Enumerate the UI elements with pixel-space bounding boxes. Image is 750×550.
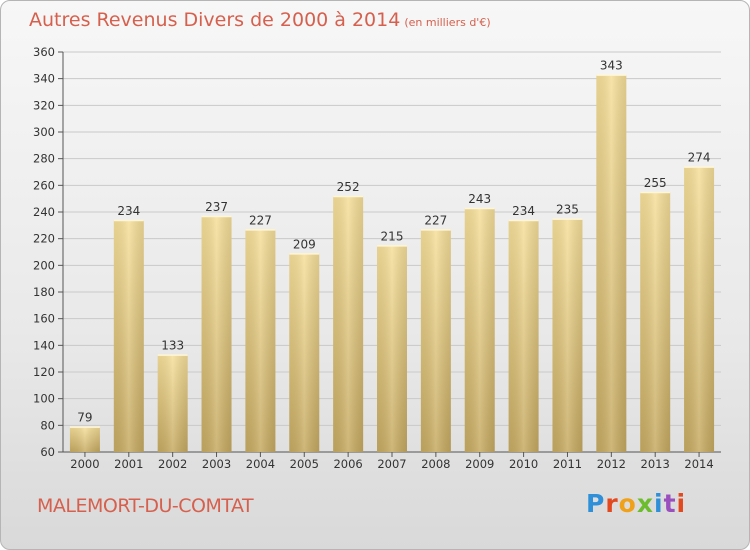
data-labels: 79 234 133 237 227 209 252 215 227 243 234 235 343 25…	[77, 59, 710, 425]
logo-letter: o	[618, 489, 637, 518]
bar-shading	[552, 218, 583, 452]
y-tick-label: 340	[33, 72, 55, 86]
bar-shading	[640, 192, 671, 452]
y-tick-label: 280	[33, 152, 55, 166]
x-tick-label: 2003	[202, 457, 231, 471]
logo-letter: P	[586, 489, 606, 518]
chart-unit: (en milliers d'€)	[404, 16, 491, 29]
y-tick-label: 320	[33, 98, 55, 112]
bar-shading	[420, 229, 451, 452]
x-tick-label: 2005	[290, 457, 319, 471]
chart-title-text: Autres Revenus Divers de 2000 à 2014	[29, 9, 401, 31]
data-label: 227	[424, 213, 447, 227]
y-tick-label: 140	[33, 338, 55, 352]
bar-shading	[333, 196, 364, 452]
x-tick-label: 2010	[509, 457, 538, 471]
x-tick-label: 2011	[553, 457, 582, 471]
data-label: 215	[381, 229, 404, 243]
bars	[69, 74, 715, 453]
data-label: 243	[468, 192, 491, 206]
y-tick-label: 160	[33, 312, 55, 326]
y-tick-label: 180	[33, 285, 55, 299]
logo-letter: t	[663, 489, 677, 518]
x-tick-label: 2000	[70, 457, 99, 471]
y-tick-label: 240	[33, 205, 55, 219]
bar-shading	[245, 229, 276, 452]
x-tick-label: 2008	[421, 457, 450, 471]
x-tick-labels: 2000 2001 2002 2003 2004 2005 2006 2007 2008 2009…	[70, 452, 714, 471]
data-label: 234	[117, 204, 140, 218]
data-label: 79	[77, 411, 92, 425]
data-label: 133	[161, 339, 184, 353]
bar-shading	[157, 354, 188, 452]
data-label: 234	[512, 204, 535, 218]
x-tick-label: 2001	[114, 457, 143, 471]
x-tick-label: 2014	[684, 457, 713, 471]
data-label: 235	[556, 203, 579, 217]
logo-letter: i	[654, 489, 664, 518]
bar-shading	[684, 166, 715, 452]
x-tick-label: 2002	[158, 457, 187, 471]
bar-shading	[69, 426, 100, 452]
logo-letter: i	[676, 489, 687, 518]
data-label: 227	[249, 213, 272, 227]
x-tick-label: 2009	[465, 457, 494, 471]
y-tick-label: 360	[33, 45, 55, 59]
logo-letter: r	[605, 489, 619, 518]
x-tick-label: 2012	[597, 457, 626, 471]
x-tick-label: 2006	[333, 457, 362, 471]
logo-letter: x	[636, 489, 654, 518]
chart-title: Autres Revenus Divers de 2000 à 2014 (en …	[29, 9, 491, 31]
y-tick-label: 80	[40, 418, 55, 432]
y-tick-labels: 60 80 100 120 140 160 180 200 220 240 260 280 300 320…	[33, 45, 55, 459]
y-tick-label: 120	[33, 365, 55, 379]
bar-shading	[377, 245, 407, 452]
bar-shading	[289, 253, 320, 452]
y-tick-label: 260	[33, 178, 55, 192]
data-label: 274	[688, 151, 711, 165]
data-label: 343	[600, 59, 623, 73]
x-tick-label: 2007	[377, 457, 406, 471]
proxiti-logo: Proxiti	[586, 489, 686, 518]
data-label: 255	[644, 176, 667, 190]
bar-shading	[508, 220, 539, 452]
data-label: 252	[337, 180, 360, 194]
bar-shading	[113, 220, 144, 452]
x-tick-label: 2013	[641, 457, 670, 471]
bar-shading	[464, 208, 495, 452]
data-label: 209	[293, 237, 316, 251]
bar-shading	[201, 216, 232, 452]
y-tick-label: 300	[33, 125, 55, 139]
y-tick-label: 100	[33, 392, 55, 406]
place-name: MALEMORT-DU-COMTAT	[37, 495, 254, 517]
bar-shading	[596, 74, 627, 453]
y-tick-label: 220	[33, 232, 55, 246]
x-tick-label: 2004	[246, 457, 275, 471]
y-tick-label: 60	[40, 445, 55, 459]
y-tick-label: 200	[33, 258, 55, 272]
data-label: 237	[205, 200, 228, 214]
